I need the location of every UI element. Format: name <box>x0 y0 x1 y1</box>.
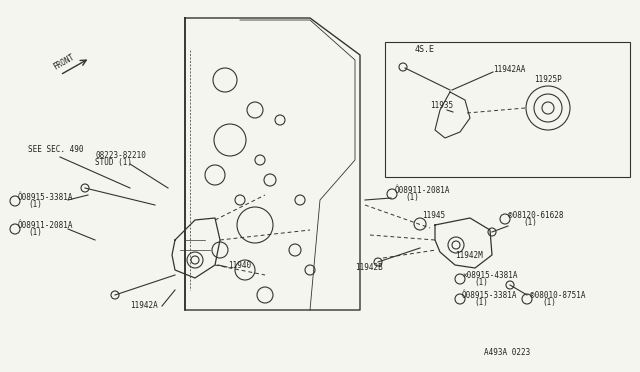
Text: 11942B: 11942B <box>355 263 383 272</box>
Text: 11942A: 11942A <box>130 301 157 310</box>
Text: Ô08911-2081A: Ô08911-2081A <box>18 221 74 230</box>
Text: Ô08915-3381A: Ô08915-3381A <box>18 193 74 202</box>
Text: 4S.E: 4S.E <box>415 45 435 54</box>
Text: 11942AA: 11942AA <box>493 65 525 74</box>
Text: SEE SEC. 490: SEE SEC. 490 <box>28 145 83 154</box>
Text: (1): (1) <box>28 228 42 237</box>
Text: (1): (1) <box>474 278 488 287</box>
Text: 11942M: 11942M <box>455 251 483 260</box>
Text: 11940: 11940 <box>228 261 251 270</box>
Bar <box>385 42 630 177</box>
Text: 08223-82210: 08223-82210 <box>95 151 146 160</box>
Text: ×08915-4381A: ×08915-4381A <box>462 271 518 280</box>
Text: Ô08911-2081A: Ô08911-2081A <box>395 186 451 195</box>
Text: (1): (1) <box>542 298 556 307</box>
Text: (1): (1) <box>523 218 537 227</box>
Text: 11935: 11935 <box>430 101 453 110</box>
Text: 11945: 11945 <box>422 211 445 220</box>
Text: 11925P: 11925P <box>534 75 562 84</box>
Text: ®08120-61628: ®08120-61628 <box>508 211 563 220</box>
Text: (1): (1) <box>28 200 42 209</box>
Text: ®08010-8751A: ®08010-8751A <box>530 291 586 300</box>
Text: (1): (1) <box>405 193 419 202</box>
Text: Ô08915-3381A: Ô08915-3381A <box>462 291 518 300</box>
Text: (1): (1) <box>474 298 488 307</box>
Text: FRONT: FRONT <box>52 53 77 72</box>
Text: A493A 0223: A493A 0223 <box>484 348 530 357</box>
Text: STUD (1): STUD (1) <box>95 158 132 167</box>
